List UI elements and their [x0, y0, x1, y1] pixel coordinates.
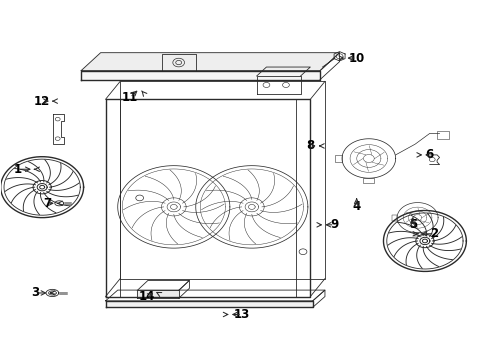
Bar [391, 215, 396, 221]
Text: 1: 1 [14, 163, 22, 176]
Text: 9: 9 [330, 218, 338, 231]
Text: 6: 6 [425, 148, 433, 161]
Text: 3: 3 [31, 287, 39, 300]
Polygon shape [137, 291, 178, 298]
Polygon shape [81, 53, 339, 71]
Text: 7: 7 [43, 197, 51, 210]
Bar [413, 233, 421, 237]
Text: 4: 4 [352, 201, 360, 213]
Polygon shape [105, 301, 312, 307]
Text: 11: 11 [122, 91, 138, 104]
Bar [335, 154, 341, 162]
Bar [363, 178, 373, 183]
Text: 5: 5 [408, 218, 416, 231]
Text: 8: 8 [305, 139, 314, 152]
Text: 2: 2 [430, 227, 438, 240]
Bar [436, 131, 448, 139]
Text: 13: 13 [233, 308, 250, 321]
Text: 12: 12 [34, 95, 50, 108]
Text: 10: 10 [348, 51, 364, 64]
Text: 14: 14 [139, 290, 155, 303]
Polygon shape [81, 71, 320, 80]
